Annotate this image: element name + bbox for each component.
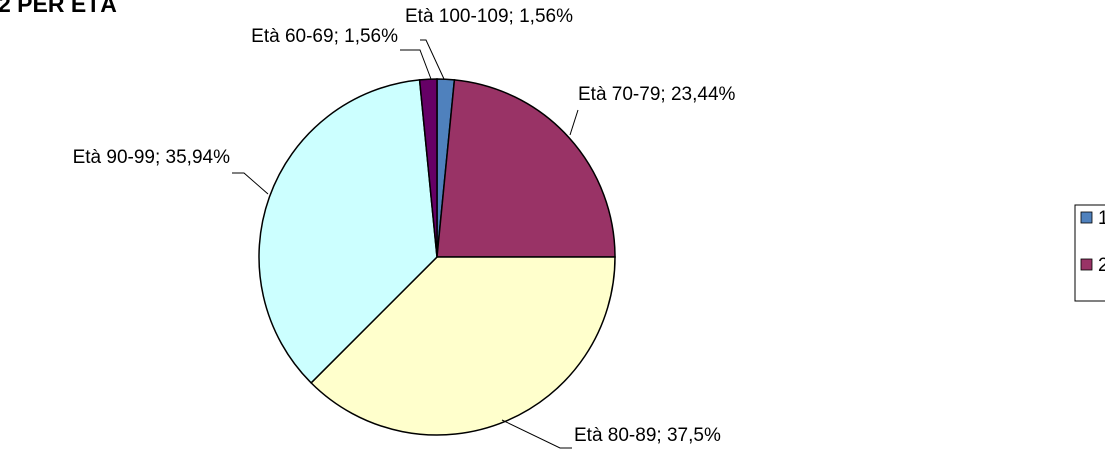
legend-swatch (1080, 258, 1093, 271)
leader-line (400, 49, 432, 80)
data-label-value: 35,94% (166, 147, 231, 168)
leader-line (501, 419, 572, 449)
data-label-value: 1,56% (519, 6, 573, 27)
data-label-category: Età 100-109 (405, 6, 509, 27)
data-label-separator: ; (334, 26, 345, 47)
data-label-category: Età 90-99 (73, 147, 155, 168)
chart-title: 2 PER ETÀ (0, 0, 117, 17)
data-label: Età 60-69; 1,56% (251, 26, 398, 47)
data-label-separator: ; (509, 6, 520, 27)
data-label-separator: ; (656, 425, 667, 446)
pie-slice (436, 79, 616, 258)
legend-label: 1 (1098, 208, 1105, 229)
data-label: Età 70-79; 23,44% (578, 84, 736, 105)
leader-line (232, 172, 269, 195)
data-label-separator: ; (155, 147, 166, 168)
data-label-value: 1,56% (344, 26, 398, 47)
legend-label: 2 (1098, 255, 1105, 276)
data-label-value: 23,44% (671, 84, 736, 105)
data-label: Età 90-99; 35,94% (73, 147, 231, 168)
data-label: Età 100-109; 1,56% (405, 6, 573, 27)
data-label-category: Età 70-79 (578, 84, 660, 105)
data-label-separator: ; (660, 84, 671, 105)
legend-swatch (1080, 211, 1093, 224)
pie-slice (418, 78, 438, 258)
data-label-value: 37,5% (667, 425, 721, 446)
data-label-category: Età 60-69 (251, 26, 333, 47)
data-label: Età 80-89; 37,5% (574, 425, 721, 446)
leader-line (420, 39, 445, 80)
pie-slice (258, 79, 438, 384)
data-label-category: Età 80-89 (574, 425, 656, 446)
leader-line (569, 109, 579, 136)
